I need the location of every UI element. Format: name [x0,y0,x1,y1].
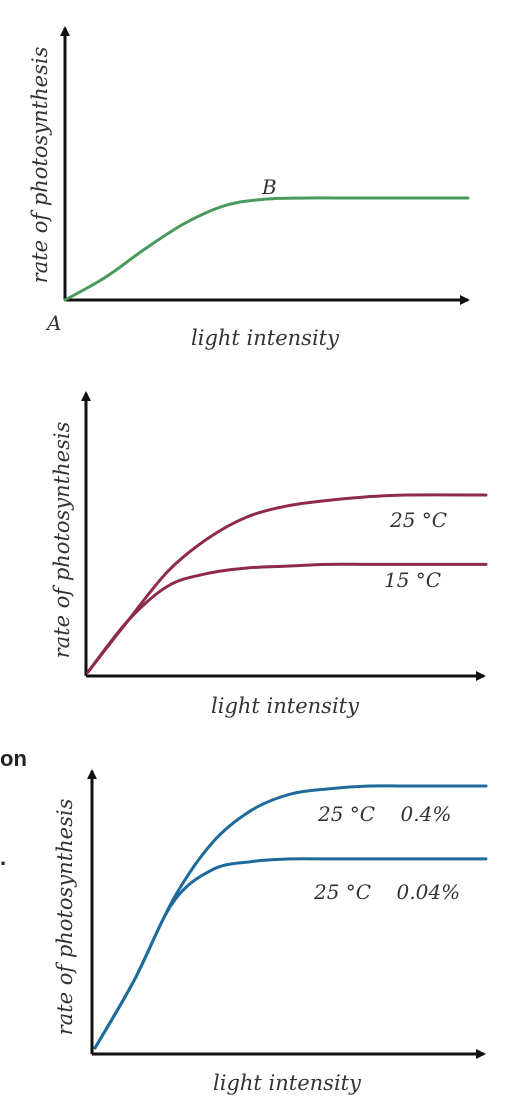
chart-panel-2: light intensity rate of photosynthesis 2… [50,391,488,718]
series-lines-1 [63,196,470,302]
series-line-1-1 [63,196,470,302]
y-axis-label: rate of photosynthesis [53,798,77,1035]
series-label-15c: 15 °C [384,568,441,592]
series-line-2-2 [86,562,488,674]
point-label-b: B [261,175,277,199]
series-label-25c-004: 25 °C 0.04% [313,880,460,904]
y-axis-label: rate of photosynthesis [50,421,74,658]
x-axis-label: light intensity [211,694,360,718]
series-label-25c: 25 °C [389,508,447,532]
cropped-text-fragment: . [0,845,6,870]
y-axis-label: rate of photosynthesis [28,46,52,283]
chart-panel-3: light intensity rate of photosynthesis 2… [53,769,488,1095]
series-lines-3 [93,784,488,1050]
cropped-heading-fragment: on [0,746,27,771]
point-label-a: A [45,311,61,335]
chart-panel-1: light intensity rate of photosynthesis A… [28,26,470,350]
series-line-3-2 [93,857,488,1050]
series-label-25c-04: 25 °C 0.4% [317,802,451,826]
series-line-2-1 [86,493,488,674]
series-lines-2 [86,493,488,674]
x-axis-label: light intensity [213,1071,362,1095]
x-axis-label: light intensity [191,326,340,350]
